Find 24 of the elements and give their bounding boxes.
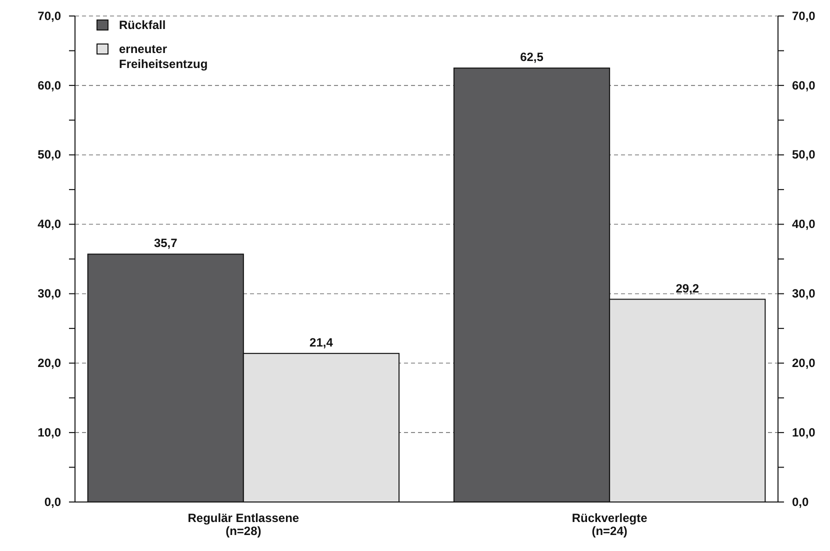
y-tick-label: 40,0 [38,217,62,232]
legend-label: erneuter Freiheitsentzug [119,42,208,71]
y2-tick-label: 50,0 [792,148,816,162]
y2-tick-label: 60,0 [792,78,816,92]
y-tick-label: 70,0 [38,8,62,23]
data-label: 62,5 [520,50,544,64]
y2-tick-label: 10,0 [792,425,816,440]
y2-tick-label: 70,0 [792,8,816,23]
y-tick-label: 0,0 [44,494,62,509]
y2-tick-label: 40,0 [792,217,816,232]
data-label: 21,4 [310,335,334,350]
legend-label: Rückfall [119,18,166,32]
y-tick-label: 20,0 [38,356,62,370]
x-tick-label: Regulär Entlassene (n=28) [188,511,300,538]
y2-tick-label: 0,0 [792,494,810,509]
y2-tick-label: 30,0 [792,286,816,301]
y2-tick-label: 20,0 [792,356,816,370]
y-tick-label: 50,0 [38,148,62,162]
y-tick-label: 30,0 [38,286,62,301]
y-tick-label: 60,0 [38,78,62,92]
x-tick-label: Rückverlegte (n=24) [572,511,648,538]
data-label: 35,7 [154,236,178,250]
data-label: 29,2 [676,281,700,296]
y-tick-label: 10,0 [38,425,62,440]
